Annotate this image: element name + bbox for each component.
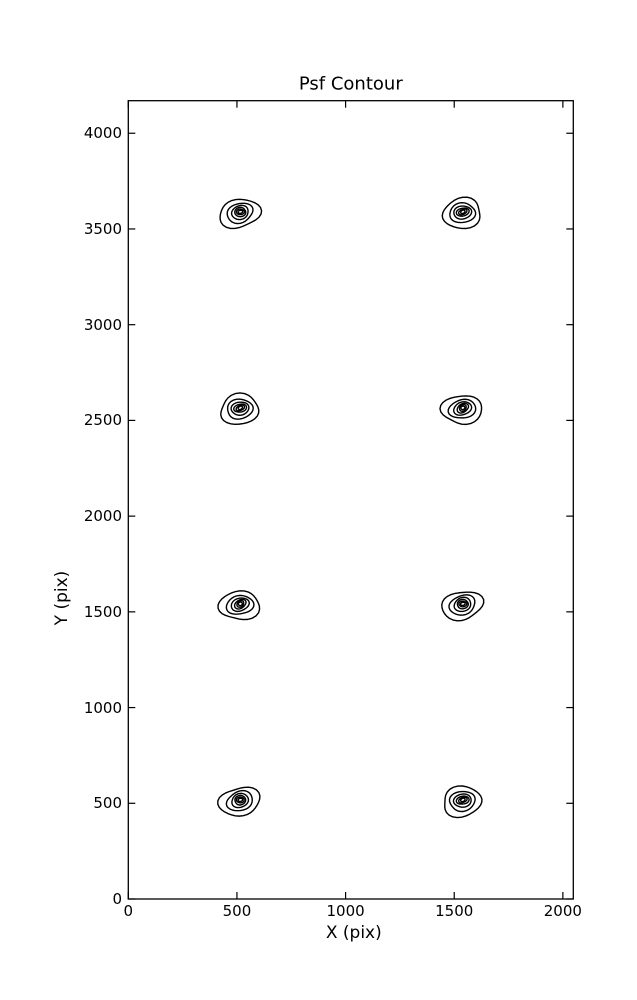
contour-ring bbox=[237, 797, 244, 803]
contour-ring bbox=[235, 796, 245, 804]
contour-ring bbox=[220, 392, 260, 425]
y-tick-label: 0 bbox=[112, 890, 122, 908]
contour-ring bbox=[458, 796, 468, 804]
contour-ring bbox=[460, 797, 466, 803]
contour-ring bbox=[234, 206, 247, 218]
contour-ring bbox=[444, 785, 483, 819]
x-tick-label: 0 bbox=[123, 902, 134, 920]
x-tick-label: 2000 bbox=[543, 902, 582, 920]
y-tick-label: 1000 bbox=[83, 698, 122, 717]
contour-ring bbox=[235, 208, 246, 216]
x-tick-label: 500 bbox=[222, 902, 252, 920]
y-tick-label: 4000 bbox=[83, 124, 122, 143]
x-axis-label: X (pix) bbox=[325, 923, 382, 943]
psf-contour-blobs bbox=[217, 196, 485, 819]
contour-ring bbox=[237, 405, 244, 411]
psf-blob bbox=[444, 785, 483, 819]
contour-ring bbox=[460, 405, 466, 411]
contour-ring bbox=[217, 786, 261, 817]
contour-ring bbox=[225, 594, 255, 615]
tick-marks bbox=[127, 100, 574, 900]
psf-blob bbox=[441, 196, 481, 230]
contour-ring bbox=[235, 404, 246, 412]
contour-ring bbox=[236, 599, 245, 608]
contour-ring bbox=[447, 398, 477, 419]
y-tick-label: 3000 bbox=[83, 315, 122, 334]
contour-ring bbox=[448, 594, 476, 616]
y-tick-label: 2500 bbox=[83, 411, 122, 430]
y-tick-label: 2000 bbox=[83, 507, 122, 526]
contour-ring bbox=[460, 209, 466, 215]
contour-ring bbox=[237, 601, 244, 607]
x-tick-label: 1500 bbox=[435, 902, 474, 920]
y-tick-label: 1500 bbox=[83, 602, 122, 621]
psf-blob bbox=[441, 591, 485, 622]
y-axis-label: Y (pix) bbox=[52, 571, 72, 626]
x-tick-label: 1000 bbox=[326, 902, 365, 920]
contour-ring bbox=[455, 795, 470, 805]
contour-ring bbox=[217, 590, 261, 621]
psf-blob bbox=[220, 392, 260, 425]
y-tick-label: 500 bbox=[93, 794, 122, 813]
contour-ring bbox=[225, 789, 253, 812]
contour-ring bbox=[231, 792, 250, 809]
contour-ring bbox=[458, 403, 467, 412]
contour-ring bbox=[456, 598, 469, 610]
contour-ring bbox=[439, 395, 483, 426]
axes-frame bbox=[127, 100, 574, 900]
contour-ring bbox=[237, 209, 244, 215]
contour-ring bbox=[448, 790, 476, 813]
contour-ring bbox=[449, 201, 477, 224]
contour-ring bbox=[233, 403, 248, 413]
contour-ring bbox=[452, 793, 472, 808]
contour-ring bbox=[457, 208, 468, 216]
contour-ring bbox=[230, 401, 250, 416]
psf-blob bbox=[439, 395, 483, 426]
contour-ring bbox=[230, 597, 250, 613]
contour-ring bbox=[234, 794, 247, 806]
contour-ring bbox=[233, 598, 247, 610]
contour-ring bbox=[441, 196, 481, 230]
contour-ring bbox=[458, 600, 468, 608]
plot-title: Psf Contour bbox=[298, 73, 403, 95]
contour-ring bbox=[230, 204, 249, 221]
psf-blob bbox=[219, 198, 263, 230]
contour-ring bbox=[459, 601, 466, 607]
contour-ring bbox=[226, 202, 254, 225]
contour-ring bbox=[453, 596, 472, 613]
contour-ring bbox=[453, 205, 473, 220]
y-tick-label: 3500 bbox=[83, 219, 122, 238]
contour-ring bbox=[453, 401, 473, 416]
psf-blob bbox=[217, 590, 261, 621]
contour-ring bbox=[441, 591, 485, 622]
contour-ring bbox=[456, 402, 470, 414]
psf-blob bbox=[217, 786, 261, 817]
contour-ring bbox=[226, 398, 254, 420]
contour-ring bbox=[219, 198, 263, 230]
contour-ring bbox=[455, 207, 470, 217]
